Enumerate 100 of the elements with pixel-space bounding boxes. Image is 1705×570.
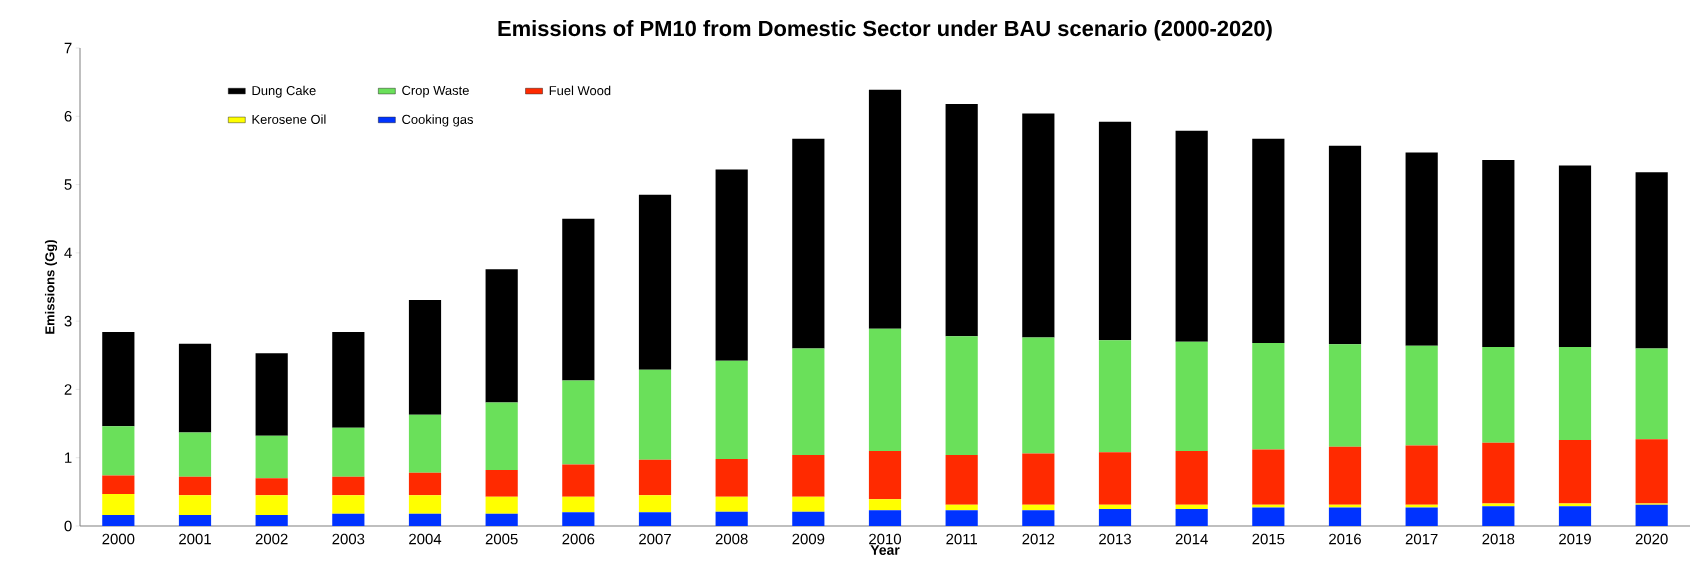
bar	[408, 414, 442, 473]
bar	[638, 512, 672, 526]
bar	[408, 495, 442, 514]
bar	[1482, 506, 1515, 526]
bar	[1098, 121, 1132, 341]
y-tick-label: 2	[64, 384, 72, 395]
bar	[868, 328, 902, 451]
bar	[638, 369, 672, 460]
x-tick-label: 2019	[1559, 533, 1591, 545]
bar	[1405, 445, 1438, 505]
bar	[1482, 159, 1515, 348]
y-tick-label: 6	[64, 110, 72, 122]
bar	[1022, 113, 1055, 338]
bar	[792, 348, 825, 455]
x-tick-label: 2016	[1329, 533, 1361, 545]
x-tick-label: 2005	[485, 533, 518, 545]
y-tick-label: 5	[64, 179, 72, 190]
bar	[178, 432, 212, 477]
bar	[562, 512, 595, 526]
bar	[1558, 439, 1592, 504]
bar	[1098, 452, 1132, 505]
bar	[868, 450, 902, 500]
bar	[945, 103, 978, 337]
x-tick-label: 2013	[1099, 533, 1131, 545]
bar	[945, 504, 978, 511]
bar	[485, 513, 518, 526]
bar	[1252, 507, 1285, 526]
bar	[1405, 345, 1438, 446]
bar	[1482, 442, 1515, 504]
bar	[1558, 165, 1592, 348]
bar	[1558, 506, 1592, 526]
y-tick-label: 1	[65, 452, 72, 463]
bar	[1252, 449, 1285, 505]
bar	[1635, 439, 1668, 504]
bar	[715, 511, 748, 526]
x-tick-label: 2004	[409, 533, 442, 545]
bar	[562, 380, 595, 465]
x-tick-label: 2006	[562, 533, 595, 545]
bar	[1635, 172, 1668, 349]
bar	[562, 496, 595, 513]
bar	[1328, 145, 1362, 345]
x-tick-label: 2017	[1405, 533, 1438, 545]
bar	[1482, 347, 1515, 443]
bar	[102, 426, 135, 476]
bar	[1558, 503, 1592, 507]
bar	[715, 169, 748, 361]
bar	[1405, 504, 1438, 508]
bar	[485, 470, 518, 497]
bar	[638, 194, 672, 370]
bar	[792, 511, 825, 526]
bar	[1328, 344, 1362, 447]
bar	[408, 472, 442, 496]
legend-label: Crop Waste	[402, 85, 469, 98]
bar	[408, 299, 442, 415]
bar	[945, 336, 978, 455]
bar	[255, 435, 288, 479]
bar	[1175, 504, 1208, 509]
x-tick-label: 2003	[332, 533, 365, 545]
y-axis-title: Emissions (Gg)	[44, 240, 58, 334]
x-tick-label: 2001	[179, 533, 211, 545]
x-tick-label: 2008	[715, 533, 748, 545]
x-tick-label: 2010	[869, 533, 902, 545]
bar	[1022, 504, 1055, 511]
x-tick-label: 2020	[1635, 533, 1668, 545]
bar	[178, 343, 212, 433]
y-tick-label: 4	[64, 247, 72, 258]
bar	[255, 495, 288, 516]
bar	[945, 510, 978, 526]
y-tick-label: 3	[64, 315, 72, 327]
x-axis-title: Year	[870, 545, 900, 555]
bar	[1175, 450, 1208, 505]
legend-label: Kerosene Oil	[252, 114, 326, 124]
bar	[332, 513, 365, 526]
bar	[1175, 341, 1208, 451]
bar	[1635, 348, 1668, 440]
bar	[1252, 138, 1285, 343]
bar	[638, 459, 672, 496]
chart-title: Emissions of PM10 from Domestic Sector under BAU scenario (2000-2020)	[498, 20, 1272, 41]
bar	[102, 515, 135, 526]
bar	[332, 476, 365, 496]
bar	[1328, 446, 1362, 505]
y-tick-label: 7	[64, 42, 72, 54]
bar	[1252, 343, 1285, 450]
bar	[1558, 347, 1592, 440]
bar	[792, 496, 825, 512]
bar	[1175, 130, 1208, 342]
bar	[1022, 510, 1055, 526]
bar	[332, 427, 365, 477]
bar	[485, 402, 518, 470]
bar	[562, 464, 595, 497]
bar	[1098, 508, 1132, 526]
legend-label: Cooking gas	[402, 114, 474, 127]
bar	[255, 478, 288, 496]
bar	[255, 353, 288, 436]
legend-label: Fuel Wood	[549, 85, 611, 96]
x-tick-label: 2012	[1022, 533, 1055, 545]
x-tick-label: 2014	[1175, 533, 1208, 545]
x-tick-label: 2000	[102, 533, 135, 545]
bar	[255, 515, 288, 526]
bar	[102, 475, 135, 494]
